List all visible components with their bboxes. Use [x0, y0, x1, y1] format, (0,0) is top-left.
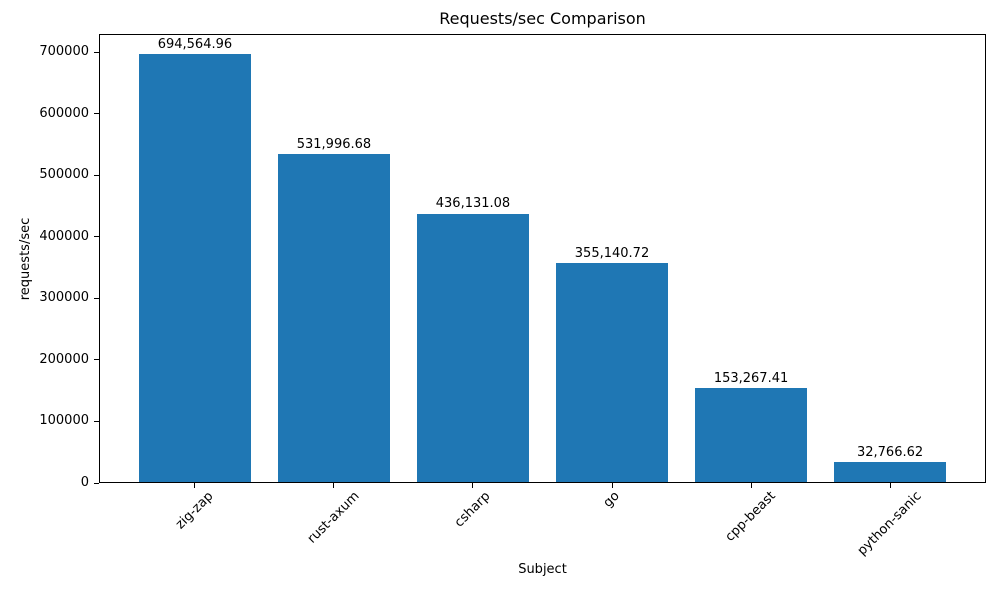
y-tick-label: 400000: [39, 228, 89, 244]
x-tick-label-python-sanic: python-sanic: [854, 489, 925, 559]
x-tick-label-cpp-beast: cpp-beast: [722, 488, 779, 546]
y-tick: [94, 174, 99, 176]
y-tick-label: 200000: [39, 351, 89, 367]
bar-python-sanic: [834, 461, 946, 482]
x-tick: [194, 483, 196, 488]
y-tick-label: 700000: [39, 44, 89, 60]
bar-rust-axum: [278, 154, 390, 482]
bar-value-label: 531,996.68: [296, 137, 372, 153]
bar-value-label: 436,131.08: [435, 196, 511, 212]
x-tick: [472, 483, 474, 488]
x-tick: [889, 483, 891, 488]
chart-title: Requests/sec Comparison: [439, 9, 646, 28]
y-tick: [94, 236, 99, 238]
x-axis-label: Subject: [518, 562, 567, 577]
bar-value-label: 355,140.72: [574, 246, 650, 262]
x-tick-label-go: go: [600, 488, 623, 511]
x-tick-label-csharp: csharp: [451, 489, 494, 531]
bar-value-label: 32,766.62: [856, 444, 924, 460]
y-tick: [94, 420, 99, 422]
bar-value-label: 694,564.96: [157, 37, 233, 53]
x-tick: [750, 483, 752, 488]
x-tick-label-rust-axum: rust-axum: [304, 489, 363, 547]
bar-cpp-beast: [695, 387, 807, 482]
y-tick-label: 300000: [39, 290, 89, 306]
y-tick-label: 600000: [39, 105, 89, 121]
x-tick-label-zig-zap: zig-zap: [172, 488, 217, 533]
y-tick: [94, 113, 99, 115]
y-tick: [94, 297, 99, 299]
plot-area: [99, 34, 986, 483]
bar-go: [556, 263, 668, 482]
y-tick-label: 0: [80, 475, 89, 490]
y-tick-label: 500000: [39, 167, 89, 183]
y-tick: [94, 359, 99, 361]
bar-zig-zap: [139, 54, 251, 482]
y-tick: [94, 51, 99, 53]
bar-value-label: 153,267.41: [713, 370, 789, 386]
y-tick: [94, 482, 99, 484]
y-tick-label: 100000: [39, 413, 89, 429]
bar-csharp: [417, 213, 529, 482]
x-tick: [611, 483, 613, 488]
x-tick: [333, 483, 335, 488]
